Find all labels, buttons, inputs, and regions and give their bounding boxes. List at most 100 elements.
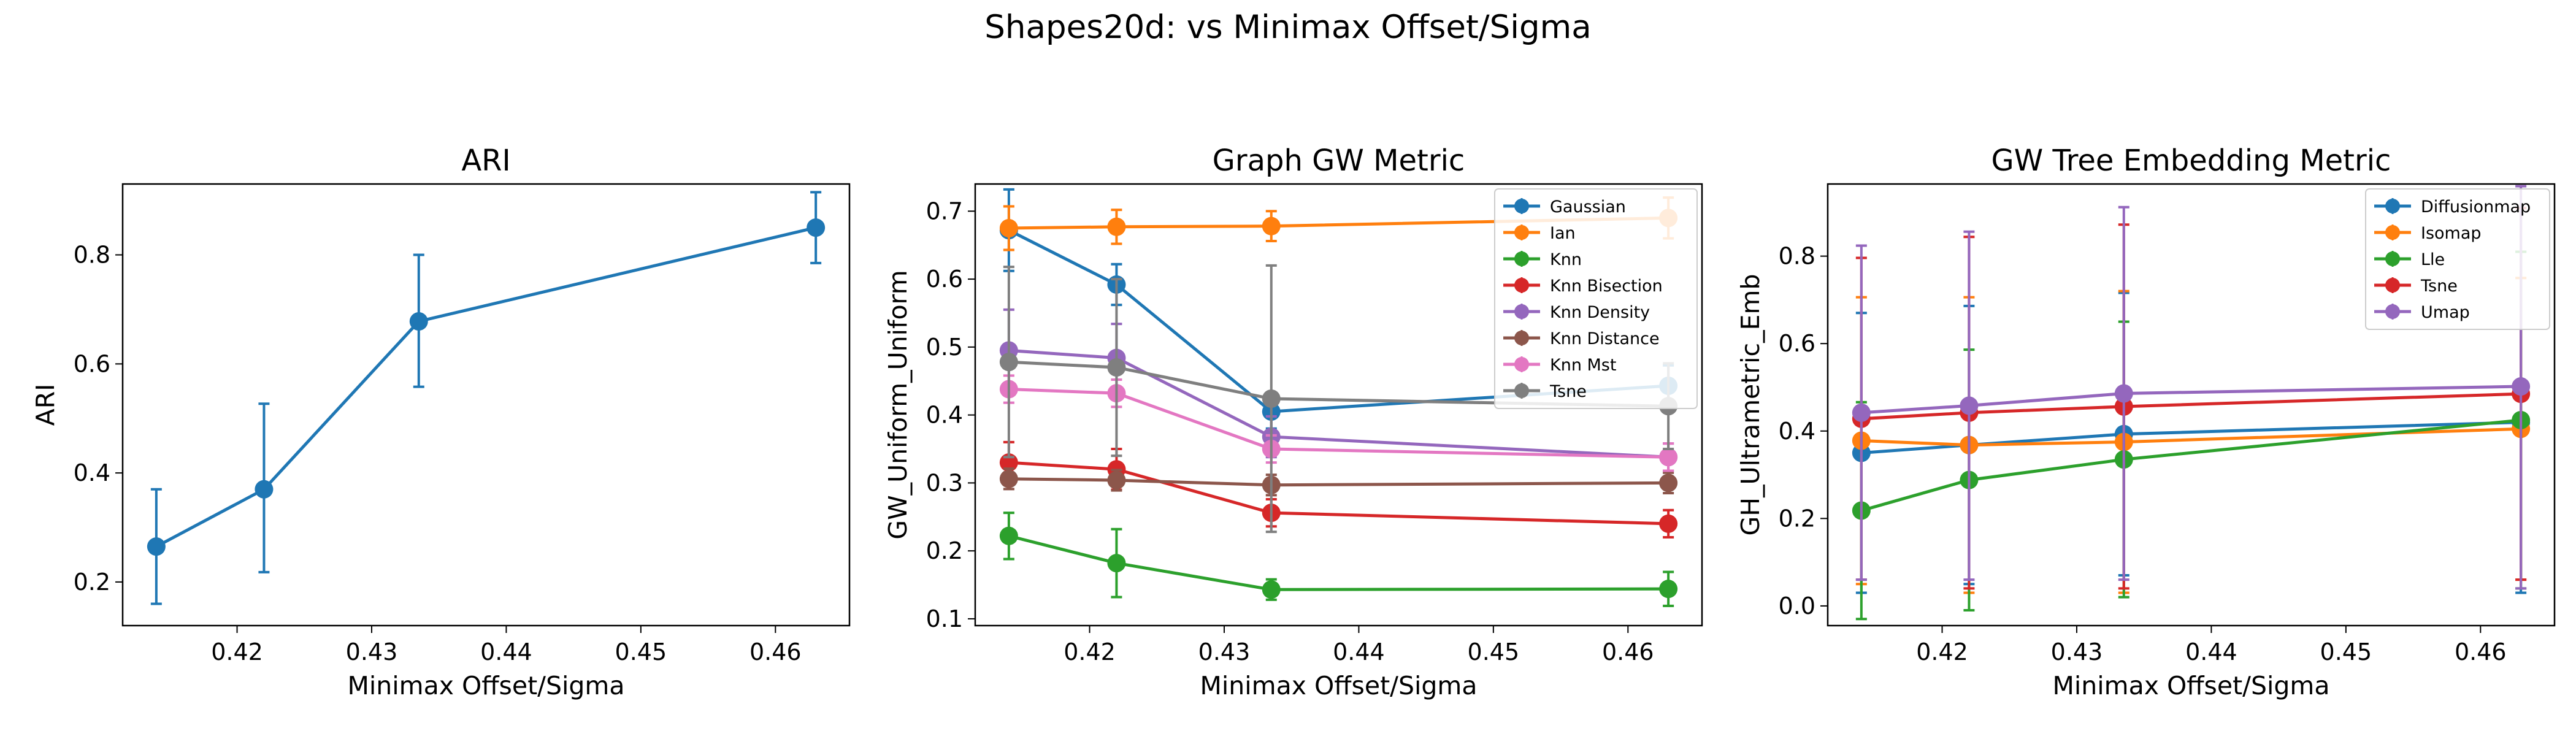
- series-line: [1008, 348, 1669, 459]
- data-point: [255, 480, 274, 499]
- legend-label: Umap: [2421, 303, 2470, 322]
- plot-area: [147, 191, 826, 605]
- legend-marker: [2385, 251, 2400, 266]
- legend-item: Tsne: [1503, 382, 1587, 401]
- x-axis-label: Minimax Offset/Sigma: [1200, 671, 1477, 700]
- legend-label: Tsne: [1549, 382, 1587, 401]
- legend: Gaussian Ian Knn Knn Bisection Knn Density Kn…: [1494, 188, 1698, 409]
- y-tick-label: 0.4: [926, 402, 963, 429]
- data-point: [409, 312, 428, 331]
- legend-marker: [1514, 357, 1529, 372]
- y-tick-label: 0.4: [1779, 418, 1815, 445]
- legend-item: Lle: [2374, 250, 2445, 269]
- legend-item: Knn: [1503, 250, 1582, 269]
- x-tick-label: 0.43: [346, 638, 398, 665]
- x-tick-label: 0.46: [2455, 638, 2507, 665]
- x-tick-label: 0.46: [1602, 638, 1654, 665]
- data-point: [807, 218, 826, 237]
- legend-marker: [2385, 199, 2400, 213]
- series-line: [1861, 418, 2521, 512]
- series-line: [1008, 388, 1669, 459]
- data-point: [1659, 473, 1678, 493]
- data-point: [1107, 470, 1126, 489]
- y-tick-label: 0.2: [74, 569, 110, 596]
- chart-panels: ARI 0.42 0.43 0.44 0.45 0.46 0.2 0.4 0.6 0.8 Minim…: [31, 144, 2556, 700]
- x-axis-label: Minimax Offset/Sigma: [2052, 671, 2329, 700]
- legend-label: Tsne: [2420, 277, 2458, 296]
- legend-box: [1494, 188, 1698, 409]
- data-point: [1262, 580, 1281, 599]
- legend-marker: [1514, 304, 1529, 319]
- y-tick-label: 0.5: [926, 334, 963, 361]
- legend-label: Knn Density: [1550, 303, 1650, 322]
- legend-item: Ian: [1503, 224, 1576, 243]
- data-point: [1659, 448, 1678, 467]
- panel-title: GW Tree Embedding Metric: [1991, 144, 2391, 178]
- series-line: [1008, 534, 1669, 591]
- legend-label: Knn Mst: [1550, 356, 1616, 375]
- data-point: [2114, 384, 2133, 403]
- data-point: [1659, 580, 1678, 599]
- legend-label: Isomap: [2421, 224, 2482, 243]
- y-tick-label: 0.6: [926, 266, 963, 293]
- legend-marker: [2385, 278, 2400, 293]
- y-axis-label: GW_Uniform_Uniform: [883, 270, 913, 539]
- chart-panel-3: GW Tree Embedding Metric 0.42 0.43 0.44 0.45…: [1736, 144, 2556, 700]
- y-tick-label: 0.2: [1779, 505, 1815, 532]
- legend-item: Knn Distance: [1503, 329, 1660, 348]
- figure-title: Shapes20d: vs Minimax Offset/Sigma: [984, 9, 1591, 46]
- data-point: [1262, 217, 1281, 236]
- data-point: [2512, 377, 2531, 396]
- y-tick-label: 0.0: [1779, 592, 1815, 619]
- series-line: [1861, 421, 2521, 454]
- legend-marker: [1514, 278, 1529, 293]
- legend-item: Gaussian: [1503, 197, 1626, 217]
- legend-label: Diffusionmap: [2421, 197, 2531, 217]
- x-tick-label: 0.42: [211, 638, 263, 665]
- data-point: [999, 219, 1018, 237]
- legend-label: Knn Bisection: [1550, 277, 1663, 296]
- legend-label: Lle: [2421, 250, 2445, 269]
- legend-marker: [1514, 331, 1529, 345]
- legend-marker: [1514, 225, 1529, 240]
- x-tick-label: 0.43: [1198, 638, 1251, 665]
- legend-item: Knn Density: [1503, 303, 1650, 322]
- y-tick-label: 0.3: [926, 469, 963, 496]
- series-1: [147, 191, 826, 605]
- series-line: [1861, 427, 2521, 447]
- series-line: [1008, 360, 1669, 408]
- x-tick-label: 0.45: [615, 638, 667, 665]
- x-axis-label: Minimax Offset/Sigma: [347, 671, 624, 700]
- series-knn: [999, 512, 1678, 607]
- legend-item: Isomap: [2374, 224, 2482, 243]
- legend-box: [2365, 188, 2550, 330]
- chart-panel-2: Graph GW Metric 0.42 0.43 0.44 0.45 0.46 0.1 0.…: [883, 144, 1703, 700]
- legend-item: Knn Bisection: [1503, 277, 1663, 296]
- data-point: [999, 353, 1018, 372]
- x-tick-label: 0.42: [1916, 638, 1968, 665]
- series-line: [1008, 461, 1669, 526]
- x-tick-label: 0.45: [1468, 638, 1520, 665]
- x-tick-label: 0.45: [2320, 638, 2372, 665]
- legend-label: Gaussian: [1550, 197, 1626, 217]
- y-tick-label: 0.8: [1779, 243, 1815, 270]
- x-tick-label: 0.44: [2185, 638, 2237, 665]
- y-tick-label: 0.6: [74, 350, 110, 377]
- data-point: [1659, 514, 1678, 533]
- legend-item: Diffusionmap: [2374, 197, 2531, 217]
- series-line: [1008, 477, 1669, 487]
- data-point: [1852, 403, 1871, 422]
- series-line: [1861, 385, 2521, 415]
- y-axis-label: GH_Ultrametric_Emb: [1736, 274, 1765, 536]
- data-point: [999, 469, 1018, 488]
- panel-title: ARI: [461, 144, 510, 178]
- x-tick-label: 0.42: [1064, 638, 1116, 665]
- series-line: [155, 226, 816, 548]
- y-tick-label: 0.2: [926, 537, 963, 564]
- y-tick-label: 0.1: [926, 605, 963, 632]
- y-tick-label: 0.6: [1779, 330, 1815, 357]
- axes-frame: [121, 183, 851, 627]
- x-tick-label: 0.43: [2051, 638, 2103, 665]
- legend-marker: [1514, 383, 1529, 398]
